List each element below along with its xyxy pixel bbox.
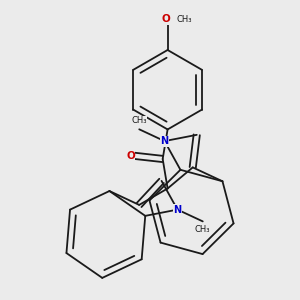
Text: O: O (126, 151, 135, 161)
Text: CH₃: CH₃ (131, 116, 147, 125)
Text: O: O (161, 14, 170, 24)
Text: N: N (160, 136, 169, 146)
Text: CH₃: CH₃ (195, 225, 211, 234)
Text: N: N (173, 205, 181, 214)
Text: CH₃: CH₃ (176, 15, 192, 24)
